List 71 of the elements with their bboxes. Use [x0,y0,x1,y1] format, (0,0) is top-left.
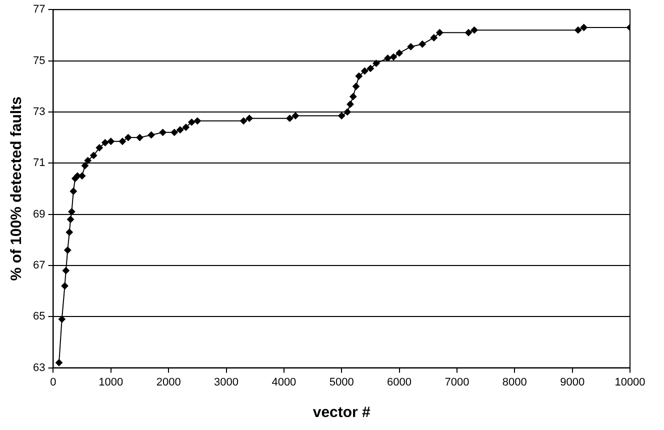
point [396,50,403,57]
point [66,228,73,236]
point [62,267,70,274]
y-axis-title: % of 100% detected faults [8,96,26,281]
point [70,188,77,195]
point [436,29,444,36]
point [580,24,588,32]
point [118,138,126,145]
x-tick-label: 4000 [272,376,296,388]
point [124,134,132,142]
x-tick-label: 0 [50,376,56,388]
point [430,34,438,42]
y-tick-label: 63 [32,362,46,374]
point [67,216,74,223]
point [78,172,86,180]
point [84,157,92,164]
point [338,112,346,120]
point [465,29,472,36]
point [159,128,166,136]
point [352,82,360,90]
point [418,40,426,48]
x-tick-label: 5000 [329,376,354,388]
point [355,72,362,80]
point [90,152,98,159]
point [574,26,582,34]
point [407,43,414,50]
point [240,117,248,124]
point [366,64,374,72]
point [81,162,88,170]
point [372,60,380,67]
point [61,282,68,290]
point [182,124,190,131]
x-tick-label: 8000 [502,376,527,388]
point [390,53,398,60]
point [107,138,114,145]
point [56,359,63,366]
point [286,114,294,122]
point [361,68,368,75]
point [68,208,76,216]
point [136,134,144,142]
point [170,128,178,136]
point [246,114,253,122]
x-tick-label: 9000 [560,376,585,388]
y-tick-label: 65 [32,310,46,323]
x-tick-label: 3000 [214,376,239,388]
point [188,118,196,126]
y-tick-label: 71 [32,157,46,170]
x-tick-label: 6000 [387,376,412,388]
x-tick-label: 2000 [156,376,181,388]
point [470,26,478,34]
x-tick-label: 10000 [614,376,646,388]
point [176,126,184,134]
point [148,131,155,138]
point [64,246,72,254]
y-tick-label: 73 [32,106,46,118]
x-tick-label: 7000 [444,376,470,388]
point [292,112,299,120]
point [194,117,201,124]
y-tick-label: 67 [32,259,46,272]
point [350,93,357,100]
x-tick-label: 1000 [98,376,124,388]
point [58,316,66,323]
point [96,144,103,152]
y-tick-label: 69 [32,208,46,220]
point [102,139,109,146]
point [384,54,392,62]
point [346,100,354,108]
x-axis-title: vector # [312,404,372,422]
point [344,108,351,116]
y-tick-label: 77 [32,4,46,16]
y-tick-label: 75 [32,54,46,67]
